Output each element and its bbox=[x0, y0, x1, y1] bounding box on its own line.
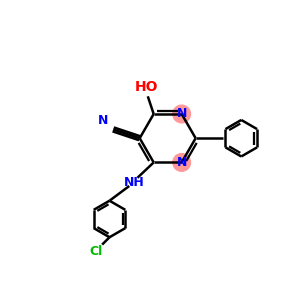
Text: N: N bbox=[98, 114, 109, 127]
Text: NH: NH bbox=[124, 176, 145, 189]
Text: HO: HO bbox=[135, 80, 158, 94]
Circle shape bbox=[173, 154, 190, 171]
Text: N: N bbox=[176, 156, 187, 169]
Circle shape bbox=[173, 105, 190, 123]
Text: N: N bbox=[176, 107, 187, 121]
Text: Cl: Cl bbox=[89, 245, 102, 259]
